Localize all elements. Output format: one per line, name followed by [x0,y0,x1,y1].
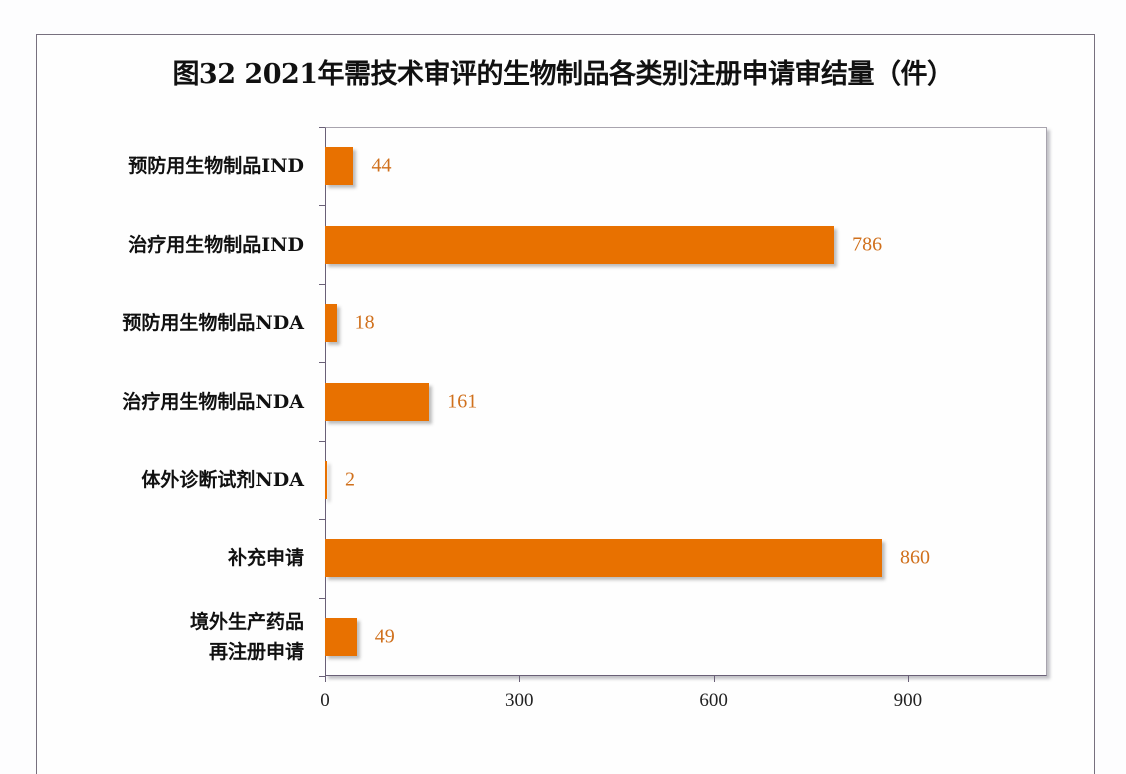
value-label: 161 [447,390,478,412]
category-label-line: 治疗用生物制品IND [128,233,304,256]
category-label: 补充申请 [228,543,304,573]
x-axis-tick [907,676,909,682]
category-label-line: 预防用生物制品NDA [122,312,304,335]
x-axis-tick [325,676,326,682]
value-label: 18 [354,311,375,334]
value-label: 49 [374,625,395,648]
chart-title: 图32 2021年需技术审评的生物制品各类别注册申请审结量（件） [172,59,954,90]
category-label: 体外诊断试剂NDA [141,465,304,495]
x-axis-tick [713,676,715,682]
y-axis-tick [319,440,325,442]
category-label: 境外生产药品再注册申请 [190,607,304,667]
value-label: 786 [852,233,883,256]
y-axis-tick [319,362,325,364]
category-label-line: 预防用生物制品IND [128,155,304,178]
x-axis-tick-label: 0 [320,690,330,711]
bar [325,539,883,578]
value-label: 44 [371,154,392,177]
bar [325,225,835,264]
category-label-line: 再注册申请 [208,640,304,663]
y-axis-tick [319,597,325,599]
bar [325,617,357,656]
x-axis-tick [519,676,521,682]
category-label: 治疗用生物制品NDA [122,387,304,417]
y-axis-tick [319,283,325,285]
plot-area [325,127,1047,676]
x-axis-tick-label: 300 [505,690,534,711]
category-label-line: 治疗用生物制品NDA [122,390,304,413]
x-axis-tick-label: 600 [699,690,728,711]
bar [325,460,327,499]
x-axis-tick-label: 900 [893,690,923,711]
category-label: 治疗用生物制品IND [128,230,304,260]
y-axis-tick [319,676,325,677]
category-label: 预防用生物制品NDA [122,308,304,338]
category-label: 预防用生物制品IND [128,151,304,181]
y-axis-tick [319,127,325,128]
category-label-line: 体外诊断试剂NDA [141,468,304,491]
bar [325,304,337,343]
category-label-line: 补充申请 [227,547,304,570]
value-label: 860 [900,546,931,569]
value-label: 2 [345,468,355,491]
category-label-line: 境外生产药品 [189,610,304,633]
y-axis-tick [319,205,325,207]
bar [325,382,430,421]
y-axis-tick [319,519,325,521]
bar [325,147,354,186]
